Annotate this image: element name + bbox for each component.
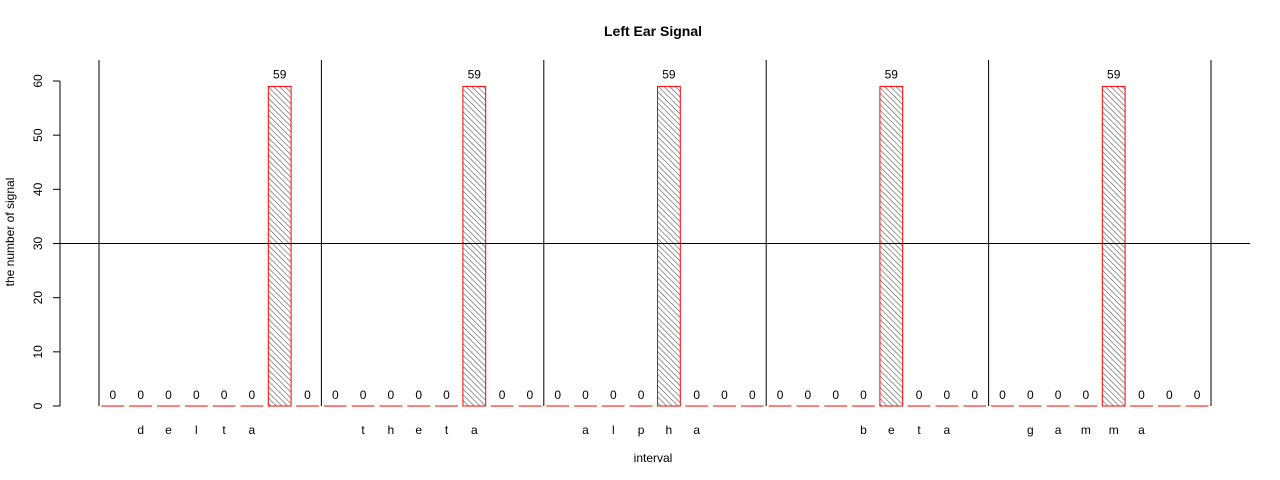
x-tick-label: a (1138, 423, 1145, 437)
bar-value-label: 59 (885, 67, 899, 81)
y-tick-label: 0 (31, 402, 45, 409)
y-tick-label: 20 (31, 291, 45, 305)
bar-value-label: 0 (221, 388, 228, 402)
bar-value-label: 0 (193, 388, 200, 402)
x-tick-label: a (693, 423, 700, 437)
x-tick-label: t (222, 423, 226, 437)
bar-value-label: 0 (610, 388, 617, 402)
bar-value-label: 0 (415, 388, 422, 402)
bar-value-label: 0 (944, 388, 951, 402)
y-tick-label: 60 (31, 74, 45, 88)
x-tick-label: e (888, 423, 895, 437)
bar-value-label: 59 (273, 67, 287, 81)
bar-value-label: 0 (499, 388, 506, 402)
bar-value-label: 0 (527, 388, 534, 402)
x-tick-label: a (471, 423, 478, 437)
bar-value-label: 59 (468, 67, 482, 81)
bar-value-label: 0 (1194, 388, 1201, 402)
bar-value-label: 0 (916, 388, 923, 402)
x-tick-label: t (361, 423, 365, 437)
x-tick-label: l (612, 423, 615, 437)
x-tick-label: a (249, 423, 256, 437)
value-labels: 0 0 0 0 0 0 59 0 0 0 0 0 0 59 0 0 0 0 0 0 59 0 0 0 0 0 0 0 59 0 0 0 0 0 0 0… (110, 67, 1201, 402)
group-separators (98, 60, 1212, 406)
x-axis-title: interval (634, 451, 673, 465)
bar-value-label: 0 (1027, 388, 1034, 402)
bar-delta-7 (267, 85, 292, 407)
x-tick-label: l (195, 423, 198, 437)
bar-value-label: 0 (638, 388, 645, 402)
bar-value-label: 0 (749, 388, 756, 402)
x-tick-label: b (860, 423, 867, 437)
x-tick-label: m (1109, 423, 1119, 437)
bar-value-label: 0 (388, 388, 395, 402)
bars (101, 85, 1209, 407)
y-tick-label: 10 (31, 345, 45, 359)
bar-value-label: 0 (777, 388, 784, 402)
y-tick-label: 50 (31, 128, 45, 142)
bar-value-label: 0 (110, 388, 117, 402)
bar-value-label: 0 (693, 388, 700, 402)
y-tick-label: 40 (31, 182, 45, 196)
x-tick-label: h (666, 423, 673, 437)
bar-value-label: 0 (137, 388, 144, 402)
x-tick-label: t (917, 423, 921, 437)
x-tick-label: e (415, 423, 422, 437)
x-tick-label: e (165, 423, 172, 437)
y-tick-label: 30 (31, 237, 45, 251)
bar-value-label: 0 (860, 388, 867, 402)
bar-value-label: 0 (971, 388, 978, 402)
x-tick-label: m (1081, 423, 1091, 437)
bar-value-label: 59 (662, 67, 676, 81)
bar-value-label: 0 (165, 388, 172, 402)
bar-value-label: 0 (1166, 388, 1173, 402)
x-tick-label: d (137, 423, 144, 437)
bar-value-label: 0 (805, 388, 812, 402)
x-tick-label: a (1055, 423, 1062, 437)
bar-value-label: 0 (1138, 388, 1145, 402)
chart-title: Left Ear Signal (604, 23, 702, 39)
x-tick-label: p (638, 423, 645, 437)
bar-value-label: 0 (554, 388, 561, 402)
bar-value-label: 0 (1083, 388, 1090, 402)
y-axis: 0 10 20 30 40 50 60 (31, 74, 61, 409)
x-tick-label: g (1027, 423, 1034, 437)
bar-value-label: 0 (360, 388, 367, 402)
bar-value-label: 0 (332, 388, 339, 402)
bar-value-label: 0 (443, 388, 450, 402)
x-tick-label: t (445, 423, 449, 437)
bar-gamma-5 (1101, 85, 1126, 407)
bar-value-label: 0 (1055, 388, 1062, 402)
bar-value-label: 0 (249, 388, 256, 402)
x-tick-label: a (944, 423, 951, 437)
bar-value-label: 59 (1107, 67, 1121, 81)
bar-value-label: 0 (721, 388, 728, 402)
bar-value-label: 0 (999, 388, 1006, 402)
bar-value-label: 0 (304, 388, 311, 402)
bar-beta-5 (879, 85, 904, 407)
x-tick-label: h (388, 423, 395, 437)
bar-value-label: 0 (832, 388, 839, 402)
bar-theta-6 (462, 85, 487, 407)
y-axis-title: the number of signal (3, 178, 17, 287)
bar-alpha-5 (657, 85, 681, 407)
x-tick-label: a (582, 423, 589, 437)
bar-value-label: 0 (582, 388, 589, 402)
